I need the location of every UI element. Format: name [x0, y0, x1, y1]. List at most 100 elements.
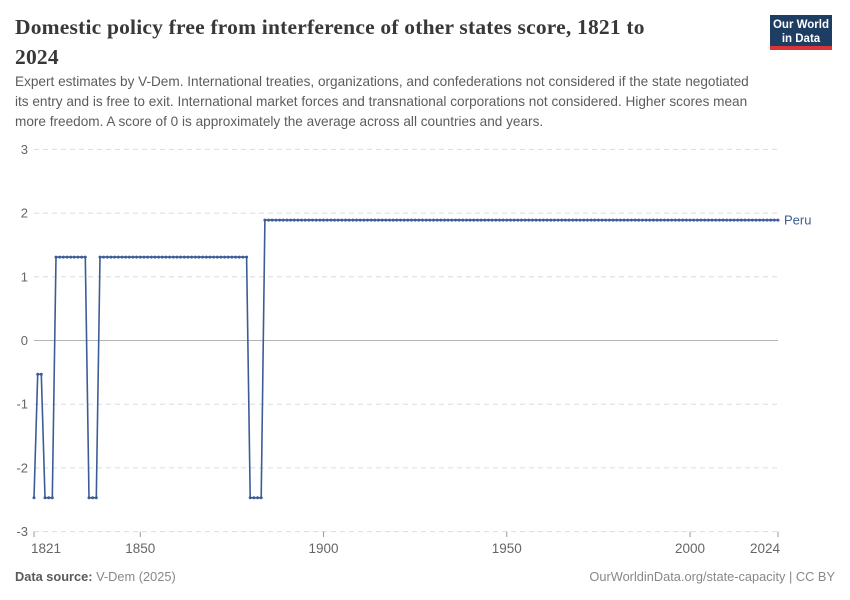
data-line-peru[interactable]	[33, 219, 778, 499]
data-point[interactable]	[245, 255, 249, 259]
data-point[interactable]	[600, 218, 604, 222]
data-point[interactable]	[714, 218, 718, 222]
data-point[interactable]	[322, 218, 325, 222]
data-point[interactable]	[329, 218, 333, 222]
data-point[interactable]	[358, 218, 362, 222]
data-point[interactable]	[633, 218, 637, 222]
data-point[interactable]	[314, 218, 318, 222]
data-point[interactable]	[223, 255, 227, 259]
data-point[interactable]	[116, 255, 120, 259]
data-point[interactable]	[333, 218, 336, 222]
data-point[interactable]	[494, 218, 498, 222]
data-point[interactable]	[318, 218, 322, 222]
data-point[interactable]	[303, 218, 307, 222]
data-point[interactable]	[164, 255, 168, 259]
data-point[interactable]	[754, 218, 758, 222]
data-point[interactable]	[721, 218, 725, 222]
data-point[interactable]	[127, 255, 131, 259]
data-point[interactable]	[670, 218, 674, 222]
series-label-peru[interactable]: Peru	[784, 213, 811, 228]
data-point[interactable]	[629, 218, 633, 222]
data-point[interactable]	[684, 218, 688, 222]
data-point[interactable]	[384, 218, 388, 222]
data-point[interactable]	[311, 218, 314, 222]
data-point[interactable]	[32, 496, 36, 500]
data-point[interactable]	[120, 255, 124, 259]
data-point[interactable]	[772, 218, 776, 222]
data-point[interactable]	[560, 218, 564, 222]
data-point[interactable]	[65, 255, 69, 259]
data-point[interactable]	[259, 496, 263, 500]
data-point[interactable]	[769, 218, 773, 222]
data-point[interactable]	[736, 218, 740, 222]
data-point[interactable]	[472, 218, 476, 222]
data-point[interactable]	[50, 496, 54, 500]
data-point[interactable]	[465, 218, 468, 222]
data-point[interactable]	[695, 218, 699, 222]
data-point[interactable]	[208, 255, 212, 259]
data-point[interactable]	[47, 496, 51, 500]
data-point[interactable]	[758, 218, 762, 222]
data-point[interactable]	[230, 255, 234, 259]
data-point[interactable]	[512, 218, 516, 222]
data-point[interactable]	[710, 218, 714, 222]
data-point[interactable]	[765, 218, 769, 222]
data-point[interactable]	[483, 218, 487, 222]
data-point[interactable]	[640, 218, 644, 222]
data-point[interactable]	[549, 218, 553, 222]
data-point[interactable]	[76, 255, 80, 259]
data-point[interactable]	[666, 218, 670, 222]
data-point[interactable]	[175, 255, 179, 259]
data-point[interactable]	[750, 218, 754, 222]
data-point[interactable]	[541, 218, 545, 222]
data-point[interactable]	[72, 255, 76, 259]
data-point[interactable]	[190, 255, 194, 259]
data-point[interactable]	[468, 218, 472, 222]
data-point[interactable]	[267, 218, 271, 222]
data-point[interactable]	[204, 255, 208, 259]
data-point[interactable]	[171, 255, 175, 259]
data-point[interactable]	[651, 218, 655, 222]
data-point[interactable]	[201, 255, 205, 259]
data-point[interactable]	[369, 218, 373, 222]
data-point[interactable]	[582, 218, 586, 222]
data-point[interactable]	[43, 496, 47, 500]
data-point[interactable]	[552, 218, 556, 222]
data-point[interactable]	[399, 218, 402, 222]
data-point[interactable]	[69, 255, 73, 259]
data-point[interactable]	[300, 218, 303, 222]
data-point[interactable]	[424, 218, 428, 222]
data-point[interactable]	[743, 218, 747, 222]
data-point[interactable]	[677, 218, 681, 222]
data-point[interactable]	[366, 218, 369, 222]
data-point[interactable]	[648, 218, 652, 222]
data-point[interactable]	[248, 496, 252, 500]
data-point[interactable]	[109, 255, 113, 259]
data-point[interactable]	[501, 218, 505, 222]
data-point[interactable]	[545, 218, 549, 222]
data-point[interactable]	[234, 255, 238, 259]
data-point[interactable]	[102, 255, 106, 259]
owid-logo[interactable]: Our World in Data	[770, 15, 832, 50]
data-point[interactable]	[611, 218, 615, 222]
data-point[interactable]	[351, 218, 355, 222]
data-point[interactable]	[516, 218, 520, 222]
data-point[interactable]	[142, 255, 146, 259]
data-point[interactable]	[380, 218, 384, 222]
data-point[interactable]	[421, 218, 424, 222]
data-point[interactable]	[618, 218, 622, 222]
data-point[interactable]	[739, 218, 743, 222]
data-point[interactable]	[388, 218, 391, 222]
data-point[interactable]	[692, 218, 696, 222]
data-point[interactable]	[728, 218, 732, 222]
data-point[interactable]	[505, 218, 509, 222]
data-point[interactable]	[289, 218, 293, 222]
data-point[interactable]	[530, 218, 534, 222]
data-point[interactable]	[362, 218, 366, 222]
data-point[interactable]	[585, 218, 589, 222]
data-point[interactable]	[563, 218, 567, 222]
data-point[interactable]	[256, 496, 260, 500]
data-point[interactable]	[519, 218, 523, 222]
data-point[interactable]	[355, 218, 358, 222]
data-point[interactable]	[182, 255, 186, 259]
